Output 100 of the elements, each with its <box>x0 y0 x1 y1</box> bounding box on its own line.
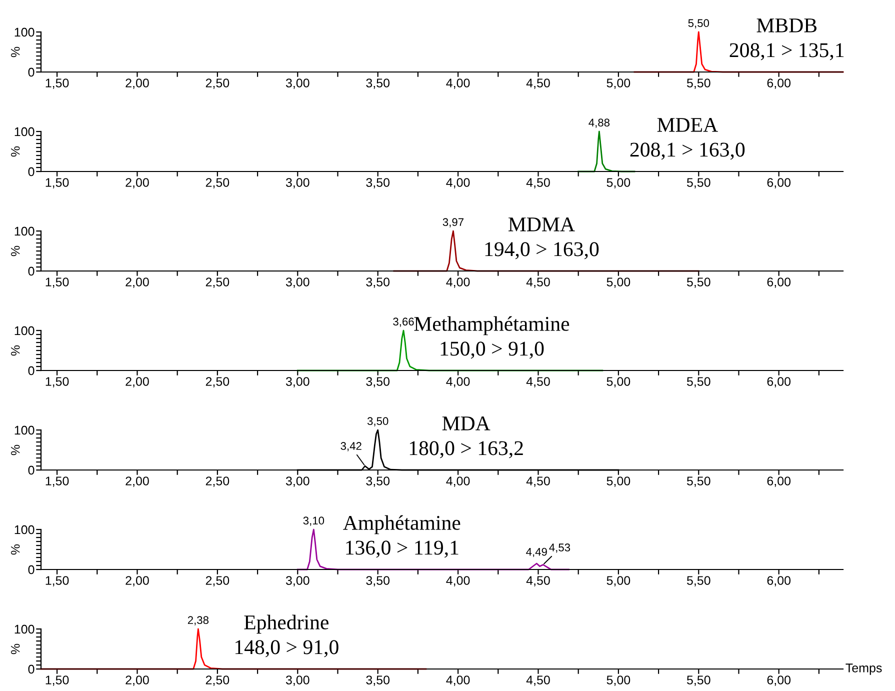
chart-title: MDEA <box>657 118 718 132</box>
y-axis-title: % <box>10 46 20 58</box>
y-tick-label: 100 <box>14 624 34 634</box>
y-axis-title: % <box>10 146 20 157</box>
x-tick-label: 2,00 <box>126 476 149 487</box>
x-tick-label: 2,00 <box>126 676 149 686</box>
x-tick-label: 2,50 <box>206 676 230 686</box>
x-tick-label: 2,50 <box>206 377 230 388</box>
y-tick-label: 0 <box>28 664 34 674</box>
x-tick-label: 5,00 <box>606 278 630 288</box>
y-tick-label: 100 <box>14 28 34 37</box>
x-tick-label: 2,50 <box>206 576 230 586</box>
chart-title: Amphétamine <box>343 515 460 534</box>
x-tick-label: 4,50 <box>526 278 550 288</box>
x-tick-label: 5,00 <box>606 576 630 586</box>
x-tick-label: 6,00 <box>767 278 791 288</box>
x-tick-label: 3,50 <box>366 377 390 388</box>
x-tick-label: 3,50 <box>366 676 390 686</box>
x-tick-label: 1,50 <box>46 576 69 586</box>
x-tick-label: 5,50 <box>686 576 710 586</box>
x-tick-label: 5,00 <box>606 676 630 686</box>
x-axis-title: Temps <box>846 664 882 675</box>
y-axis-title: % <box>10 345 20 356</box>
x-tick-label: 5,00 <box>606 178 630 188</box>
x-tick-label: 1,50 <box>46 476 69 487</box>
x-tick-label: 3,00 <box>286 576 310 586</box>
x-tick-label: 4,50 <box>526 476 550 487</box>
x-tick-label: 2,50 <box>206 78 230 89</box>
annotation: 5,50 <box>688 19 710 28</box>
x-tick-label: 4,50 <box>526 377 550 388</box>
x-tick-label: 3,50 <box>366 278 390 288</box>
x-tick-label: 3,50 <box>366 178 390 188</box>
y-tick-label: 0 <box>28 266 34 276</box>
y-axis-title: % <box>10 544 20 555</box>
x-tick-label: 5,50 <box>686 78 710 89</box>
x-tick-label: 1,50 <box>46 676 69 686</box>
x-tick-label: 1,50 <box>46 178 69 188</box>
x-tick-label: 3,00 <box>286 377 310 388</box>
x-tick-label: 6,00 <box>767 178 791 188</box>
chart-title: MDA <box>442 416 490 430</box>
annotation: 3,10 <box>303 516 324 526</box>
y-tick-label: 0 <box>28 68 34 77</box>
x-tick-label: 4,50 <box>526 178 550 188</box>
chart-subtitle: 150,0 > 91,0 <box>440 342 544 359</box>
x-tick-label: 4,00 <box>446 576 470 586</box>
y-tick-label: 0 <box>28 565 34 574</box>
y-tick-label: 0 <box>28 167 34 176</box>
x-tick-label: 2,50 <box>206 178 230 188</box>
x-tick-label: 5,50 <box>686 377 710 388</box>
x-tick-label: 4,00 <box>446 278 470 288</box>
x-tick-label: 6,00 <box>767 676 791 686</box>
x-tick-label: 3,00 <box>286 178 310 188</box>
x-tick-label: 4,50 <box>526 78 550 89</box>
x-tick-label: 6,00 <box>767 377 791 388</box>
x-tick-label: 6,00 <box>767 476 791 487</box>
x-tick-label: 4,50 <box>526 576 550 586</box>
x-tick-label: 3,00 <box>286 78 310 89</box>
x-tick-label: 2,00 <box>126 377 149 388</box>
chart-title: Ephedrine <box>244 614 328 634</box>
x-tick-label: 2,00 <box>126 576 149 586</box>
chart-subtitle: 148,0 > 91,0 <box>235 640 338 658</box>
x-tick-label: 2,50 <box>206 278 230 288</box>
x-tick-label: 6,00 <box>767 576 791 586</box>
annotation: 4,88 <box>588 118 610 128</box>
annotation: 3,50 <box>367 417 388 426</box>
y-axis-title: % <box>10 444 20 456</box>
y-tick-label: 0 <box>28 366 34 376</box>
chart-subtitle: 194,0 > 163,0 <box>485 242 599 260</box>
x-tick-label: 4,00 <box>446 476 470 487</box>
chart-title: Methamphétamine <box>414 316 570 336</box>
annotation: 3,97 <box>442 218 464 228</box>
x-tick-label: 3,00 <box>286 676 310 686</box>
x-tick-label: 5,00 <box>606 476 630 487</box>
chart-subtitle: 136,0 > 119,1 <box>346 540 458 558</box>
x-tick-label: 4,50 <box>526 676 550 686</box>
annotation: 2,38 <box>188 616 209 626</box>
annotation: 3,42 <box>340 442 362 452</box>
y-tick-label: 100 <box>14 525 34 534</box>
annotation: 4,53 <box>549 544 570 553</box>
y-tick-label: 100 <box>14 426 34 435</box>
x-tick-label: 5,50 <box>686 476 710 487</box>
x-tick-label: 1,50 <box>46 78 69 89</box>
chart-subtitle: 180,0 > 163,2 <box>410 441 523 458</box>
chart-subtitle: 208,1 > 135,1 <box>730 43 844 60</box>
y-axis-title: % <box>10 246 20 256</box>
x-tick-label: 2,00 <box>126 78 149 89</box>
y-tick-label: 100 <box>14 326 34 336</box>
x-tick-label: 4,00 <box>446 78 470 89</box>
y-tick-label: 0 <box>28 466 34 475</box>
y-axis-title: % <box>10 644 20 654</box>
x-tick-label: 6,00 <box>767 78 791 89</box>
x-tick-label: 3,50 <box>366 476 390 487</box>
x-tick-label: 3,00 <box>286 476 310 487</box>
x-tick-label: 3,50 <box>366 576 390 586</box>
annotation: 3,66 <box>393 318 414 327</box>
x-tick-label: 1,50 <box>46 278 69 288</box>
x-tick-label: 4,00 <box>446 377 470 388</box>
x-tick-label: 5,50 <box>686 676 710 686</box>
y-tick-label: 100 <box>14 226 34 236</box>
x-tick-label: 5,00 <box>606 377 630 388</box>
